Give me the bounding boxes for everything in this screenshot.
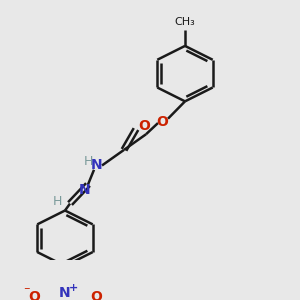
Text: +: + xyxy=(69,283,79,293)
Text: N: N xyxy=(91,158,103,172)
Text: N: N xyxy=(59,286,71,300)
Text: O: O xyxy=(156,115,168,129)
Text: O: O xyxy=(90,290,102,300)
Text: H: H xyxy=(83,155,93,169)
Text: H: H xyxy=(52,195,62,208)
Text: ⁻: ⁻ xyxy=(23,285,29,298)
Text: O: O xyxy=(28,290,40,300)
Text: N: N xyxy=(79,183,91,197)
Text: CH₃: CH₃ xyxy=(175,17,195,27)
Text: O: O xyxy=(138,119,150,134)
